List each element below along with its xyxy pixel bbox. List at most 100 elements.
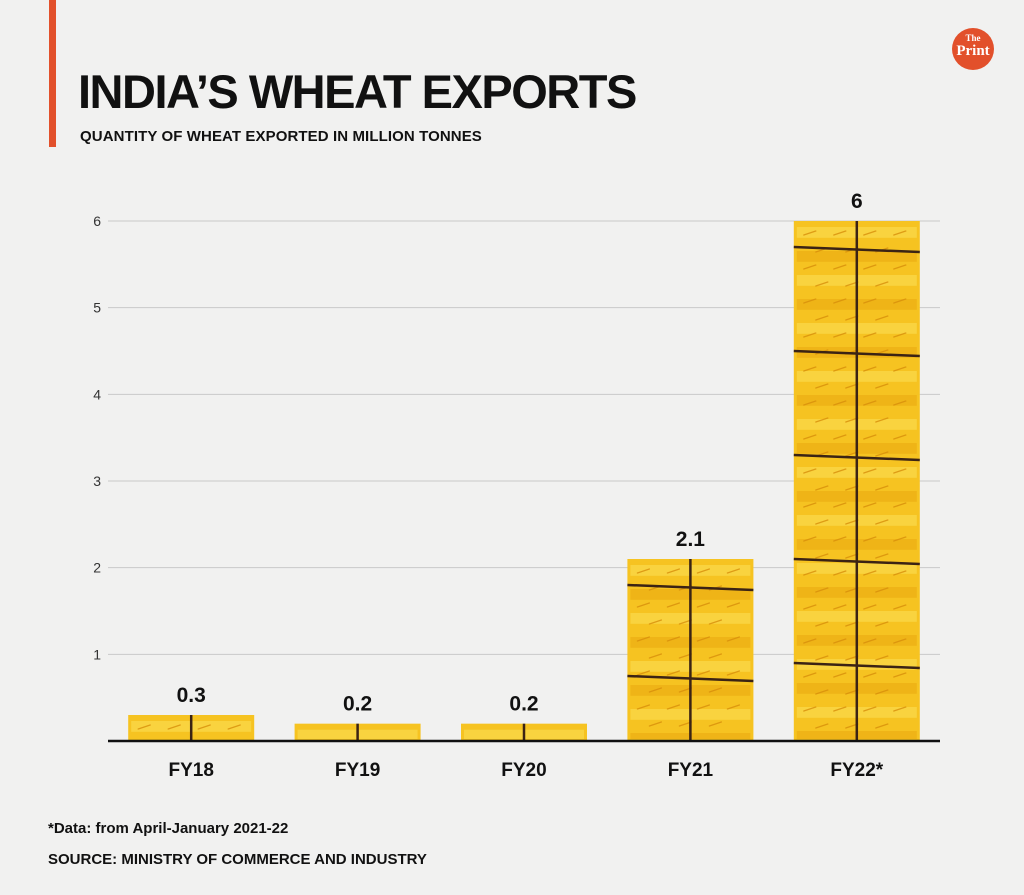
bar-straw-stroke xyxy=(833,230,847,236)
x-tick-label: FY20 xyxy=(501,760,546,781)
bar-straw-stroke xyxy=(833,434,847,440)
bar-straw-stroke xyxy=(863,434,877,440)
x-tick-label: FY19 xyxy=(335,760,380,781)
bar-straw-stroke xyxy=(863,400,877,406)
bar-straw-stroke xyxy=(833,298,847,304)
x-tick-label: FY21 xyxy=(668,760,714,781)
bar-straw-stroke xyxy=(893,638,907,644)
bar-straw-stroke xyxy=(875,417,889,423)
bar-straw-stroke xyxy=(803,332,817,338)
y-tick-label: 3 xyxy=(93,473,101,489)
data-label: 0.3 xyxy=(177,684,206,707)
bar-straw-stroke xyxy=(893,366,907,372)
theprint-logo: The Print xyxy=(952,28,994,70)
bar-straw-stroke xyxy=(167,724,181,730)
bar-straw-stroke xyxy=(696,602,711,608)
bar-straw-stroke xyxy=(875,553,889,559)
bar-straw-stroke xyxy=(227,724,241,730)
bar-straw-stroke xyxy=(636,704,651,710)
bar-straw-stroke xyxy=(803,366,817,372)
bar-straw-stroke xyxy=(863,468,877,474)
x-tick-label: FY18 xyxy=(168,760,213,781)
bar-straw-stroke xyxy=(666,636,681,642)
bar-straw-stroke xyxy=(696,670,711,676)
bar-straw-stroke xyxy=(863,672,877,678)
bar-straw-stroke xyxy=(815,553,829,559)
bar-straw-stroke xyxy=(863,366,877,372)
bar-straw-stroke xyxy=(863,502,877,508)
bar-twine-horizontal xyxy=(793,661,920,670)
bar-straw-stroke xyxy=(137,724,151,730)
bar-straw-stroke xyxy=(815,417,829,423)
bar-straw-stroke xyxy=(893,230,907,236)
bar-straw-stroke xyxy=(803,536,817,542)
bar-straw-stroke xyxy=(696,636,711,642)
bar-twine-horizontal xyxy=(793,349,920,358)
bar-straw-stroke xyxy=(833,570,847,576)
data-label: 2.1 xyxy=(676,528,706,551)
bar-twine-horizontal xyxy=(793,453,920,462)
y-tick-label: 1 xyxy=(93,646,101,662)
bar-straw-stroke xyxy=(815,519,829,525)
bar-straw-stroke xyxy=(833,706,847,712)
bar-straw-stroke xyxy=(815,485,829,491)
bar-straw-stroke xyxy=(863,638,877,644)
bar-straw-stroke xyxy=(833,332,847,338)
bar-straw-stroke xyxy=(863,298,877,304)
bar-straw-stroke xyxy=(803,570,817,576)
bar-straw-stroke xyxy=(636,670,651,676)
bar-straw-stroke xyxy=(803,298,817,304)
bar-twine-horizontal xyxy=(793,245,920,254)
bar-straw-stroke xyxy=(833,672,847,678)
bar-straw-stroke xyxy=(696,704,711,710)
bar-straw-stroke xyxy=(875,485,889,491)
bar-straw-stroke xyxy=(833,400,847,406)
bar-straw-stroke xyxy=(708,687,723,693)
bar-straw-stroke xyxy=(648,721,663,727)
data-label: 0.2 xyxy=(343,693,372,716)
data-label: 6 xyxy=(851,190,863,213)
bar-straw-stroke xyxy=(636,602,651,608)
bar-straw-stroke xyxy=(875,383,889,389)
bar-straw-stroke xyxy=(636,636,651,642)
bar-straw-stroke xyxy=(726,602,741,608)
source-note: SOURCE: MINISTRY OF COMMERCE AND INDUSTR… xyxy=(48,851,427,868)
bar-straw-stroke xyxy=(863,536,877,542)
bar-straw-stroke xyxy=(708,619,723,625)
bar-straw-stroke xyxy=(875,315,889,321)
bar-straw-stroke xyxy=(803,230,817,236)
bar-straw-stroke xyxy=(863,332,877,338)
bar xyxy=(294,723,421,741)
bar-straw-stroke xyxy=(803,502,817,508)
x-tick-label: FY22* xyxy=(830,760,883,781)
bar-straw-stroke xyxy=(815,689,829,695)
bar-straw-stroke xyxy=(803,468,817,474)
bar-straw-stroke xyxy=(833,264,847,270)
bar-straw-stroke xyxy=(893,332,907,338)
bar-straw-stroke xyxy=(833,502,847,508)
bar-straw-stroke xyxy=(803,264,817,270)
bar-straw-stroke xyxy=(648,687,663,693)
bar-twine-horizontal xyxy=(627,583,754,592)
bar-straw-stroke xyxy=(893,502,907,508)
bar-straw-stroke xyxy=(875,621,889,627)
accent-bar xyxy=(49,0,56,147)
bar-straw-stroke xyxy=(815,281,829,287)
chart-subtitle: QUANTITY OF WHEAT EXPORTED IN MILLION TO… xyxy=(80,128,482,145)
bar-straw-stroke xyxy=(726,568,741,574)
bar-straw-stroke xyxy=(666,704,681,710)
bar-straw-stroke xyxy=(197,724,211,730)
bar-twine-horizontal xyxy=(793,557,920,566)
bar-straw-stroke xyxy=(833,366,847,372)
bar-straw-stroke xyxy=(863,264,877,270)
bar-straw-stroke xyxy=(893,604,907,610)
bar-straw-stroke xyxy=(833,604,847,610)
bar-straw-stroke xyxy=(875,451,889,457)
bar-straw-stroke xyxy=(893,570,907,576)
y-tick-label: 4 xyxy=(93,386,101,402)
bar-straw-stroke xyxy=(893,434,907,440)
bar-straw-stroke xyxy=(893,298,907,304)
logo-text-print: Print xyxy=(956,43,990,59)
bar-straw-stroke xyxy=(875,587,889,593)
bar-straw-stroke xyxy=(726,636,741,642)
